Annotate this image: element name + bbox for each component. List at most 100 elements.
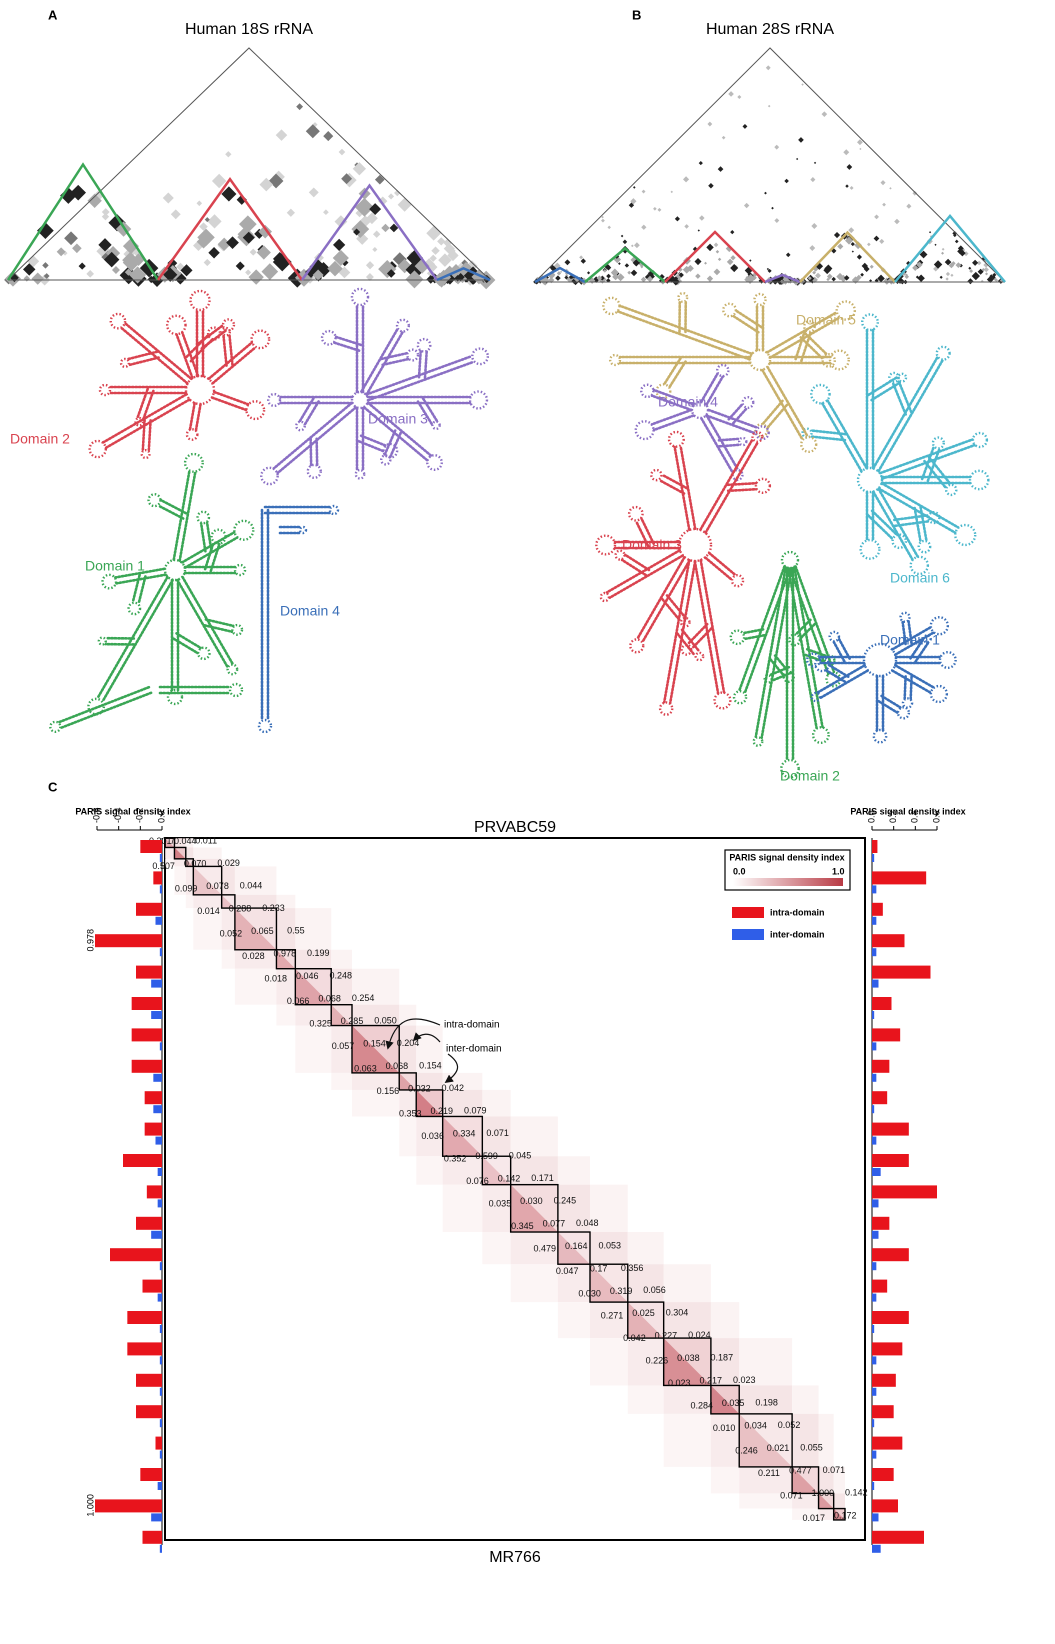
contact-signal	[381, 224, 389, 232]
contact-signal	[309, 187, 319, 197]
inter-domain-cell	[792, 1385, 818, 1413]
annotation: intra-domain	[444, 1020, 500, 1031]
contact-signal	[398, 198, 412, 212]
contact-signal	[940, 276, 943, 279]
contact-signal	[618, 262, 621, 265]
contact-signal	[737, 95, 741, 99]
rna-strand	[768, 367, 808, 436]
inter-domain-cell	[482, 1090, 510, 1117]
domain-label: Domain 6	[890, 570, 950, 586]
contact-signal	[675, 216, 680, 221]
bar	[872, 1011, 874, 1019]
inter-domain-cell	[295, 1026, 331, 1073]
contact-signal	[555, 275, 561, 281]
contact-signal	[822, 111, 828, 117]
inter-domain-cell	[819, 1414, 834, 1467]
matrix-value-label: 0.319	[610, 1286, 633, 1296]
contact-signal	[837, 243, 843, 249]
matrix-value-label: 0.071	[823, 1465, 846, 1475]
bar	[872, 1199, 879, 1207]
rna-loop	[300, 527, 306, 533]
contact-signal	[972, 272, 980, 280]
contact-signal	[707, 276, 713, 282]
matrix-value-label: 0.011	[195, 836, 217, 846]
matrix-value-label: 0.010	[713, 1423, 736, 1433]
contact-signal	[261, 263, 278, 280]
rna-loop	[330, 506, 338, 514]
contact-signal	[894, 219, 900, 225]
bar-group	[54, 840, 162, 1553]
rna-loop	[641, 385, 653, 397]
inter-domain-cell	[331, 950, 352, 969]
bar-axis-tick-label: -0.2	[135, 807, 145, 823]
matrix-value-label: 0.507	[152, 861, 175, 871]
bar	[872, 1280, 887, 1293]
rna-loop	[296, 422, 304, 430]
contact-signal	[811, 223, 817, 229]
bar	[872, 1042, 876, 1050]
inter-domain-cell	[590, 1338, 628, 1385]
bar	[140, 1468, 162, 1481]
rna-loop	[723, 304, 736, 317]
bar	[872, 1091, 887, 1104]
contact-signal	[657, 208, 661, 212]
contact-signal	[333, 239, 345, 251]
rna-loop	[418, 339, 430, 351]
rna-loop	[933, 438, 944, 449]
contact-signal	[968, 267, 971, 270]
contact-signal	[730, 255, 735, 260]
rna-loop	[955, 525, 975, 545]
matrix-value-label: 0.353	[399, 1108, 422, 1118]
matrix-value-label: 0.154	[363, 1038, 386, 1048]
matrix-value-label: 0.017	[803, 1513, 826, 1523]
contact-signal	[296, 103, 303, 110]
matrix-value-label: 0.17	[590, 1263, 608, 1273]
contact-signal	[607, 226, 610, 229]
contact-signal	[764, 192, 767, 195]
matrix-value-label: 0.052	[778, 1420, 801, 1430]
legend-label: inter-domain	[770, 929, 825, 939]
bar	[56, 934, 162, 947]
matrix-value-label: 0.055	[800, 1443, 823, 1453]
rna-loop	[919, 541, 930, 552]
rna-strand	[719, 439, 739, 441]
matrix-value-label: 0.285	[341, 1016, 364, 1026]
rna-loop	[940, 652, 956, 668]
bar-axis-tick-label: 0.0	[156, 810, 166, 823]
matrix-value-label: 0.070	[184, 859, 207, 869]
domain-label: Domain 3	[622, 537, 682, 553]
matrix-value-label: 0.066	[287, 996, 310, 1006]
contact-signal	[815, 273, 821, 279]
contact-signal	[323, 209, 329, 215]
rna-strand	[828, 401, 867, 469]
rna-strand	[190, 403, 195, 429]
rna-loop	[268, 394, 280, 406]
rna-loop	[937, 347, 950, 360]
contact-signal	[366, 261, 374, 269]
rna-loop	[596, 536, 615, 555]
bar	[872, 1137, 876, 1145]
rna-loop	[732, 575, 743, 586]
rna-loop	[946, 485, 956, 495]
matrix-value-label: 0.211	[758, 1468, 780, 1478]
contact-signal	[698, 229, 700, 231]
matrix-value-label: 0.978	[274, 949, 297, 959]
contact-signal	[985, 272, 988, 275]
bar	[872, 1356, 876, 1364]
matrix-value-label: 0.035	[489, 1198, 512, 1208]
rna-loop	[898, 707, 909, 718]
inter-domain-cell	[628, 1232, 664, 1264]
rna-strand	[224, 336, 227, 366]
domain-label: Domain 5	[796, 312, 856, 328]
contact-signal	[766, 65, 771, 70]
inter-domain-cell	[711, 1302, 739, 1338]
contact-map-outline	[535, 48, 1005, 282]
legend-gradient	[733, 878, 843, 886]
rna-loop	[432, 422, 439, 429]
contact-signal	[834, 232, 840, 238]
contact-signal	[565, 259, 571, 265]
bar	[872, 1545, 881, 1553]
rna-strand	[305, 402, 318, 424]
bar	[160, 1325, 162, 1333]
contact-signal	[730, 230, 734, 234]
